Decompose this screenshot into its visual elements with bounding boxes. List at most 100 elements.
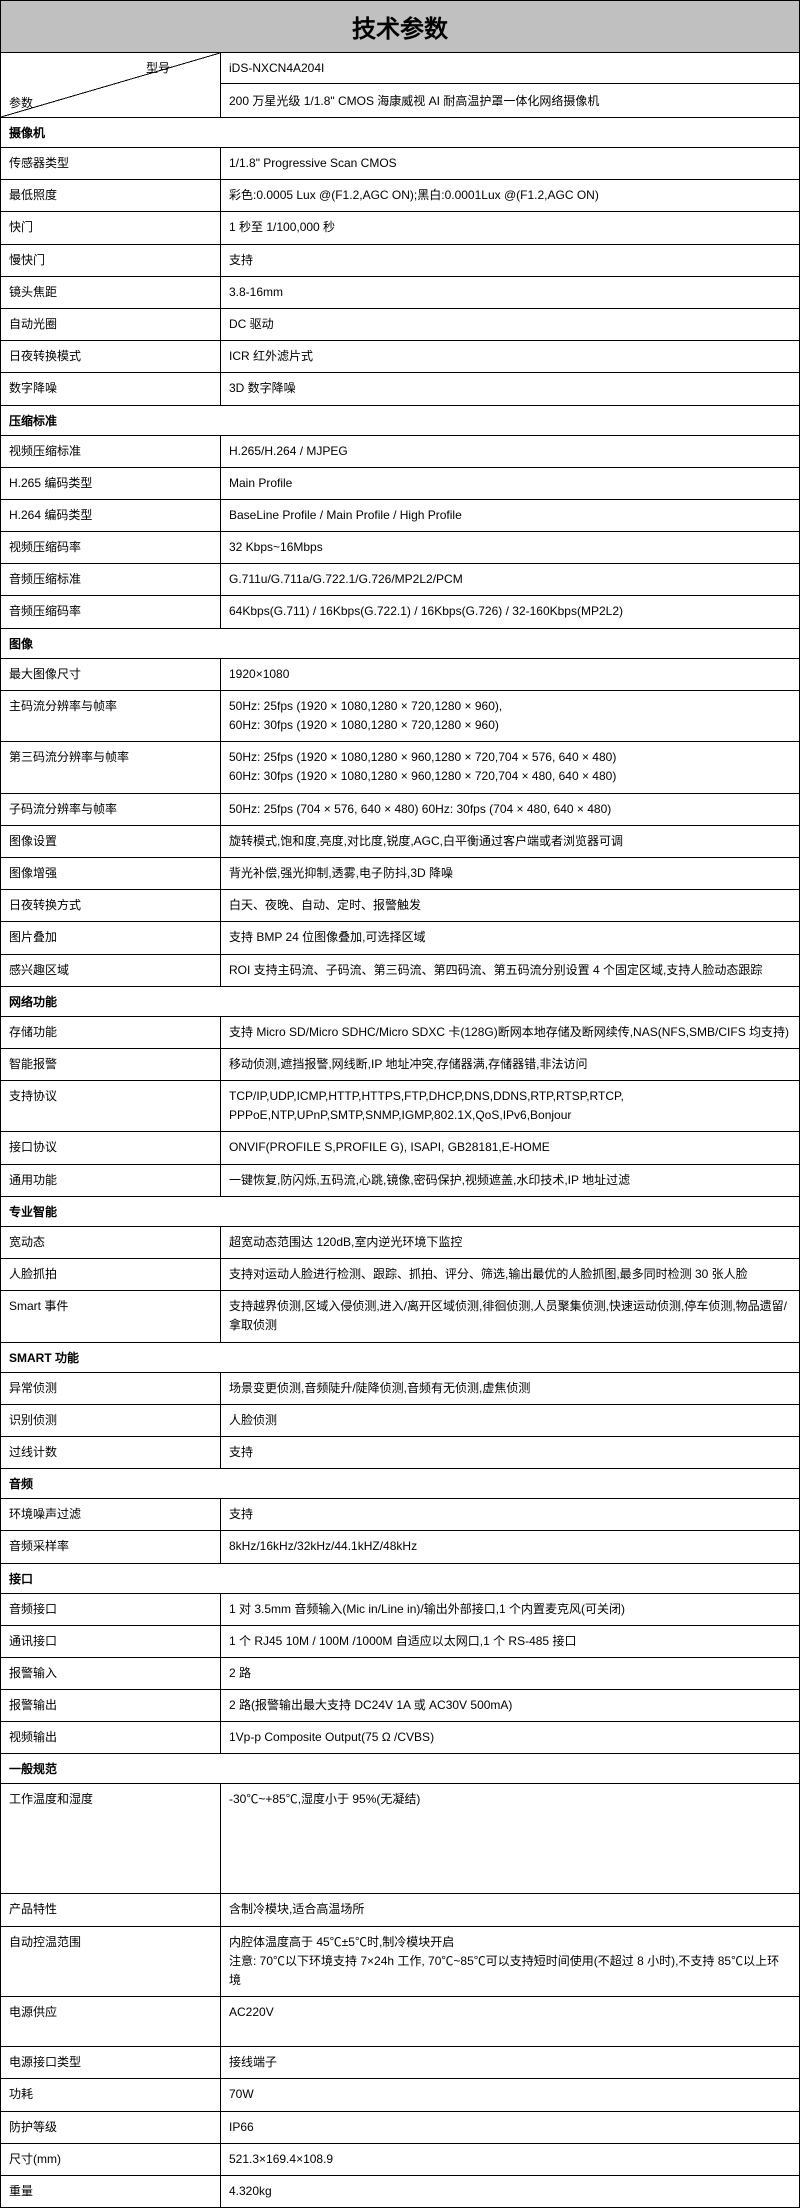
table-row: 日夜转换方式白天、夜晚、自动、定时、报警触发 [1, 890, 800, 922]
table-row: 工作温度和湿度-30℃~+85℃,湿度小于 95%(无凝结) [1, 1784, 800, 1894]
table-row: 重量4.320kg [1, 2175, 800, 2207]
section-header: 一般规范 [1, 1754, 800, 1784]
section-name: 压缩标准 [1, 405, 800, 435]
param-label: Smart 事件 [1, 1291, 221, 1342]
param-label: 识别侦测 [1, 1404, 221, 1436]
table-row: 自动控温范围内腔体温度高于 45℃±5℃时,制冷模块开启注意: 70℃以下环境支… [1, 1926, 800, 1997]
model-value: iDS-NXCN4A204I [221, 53, 800, 84]
section-name: 一般规范 [1, 1754, 800, 1784]
param-label: 过线计数 [1, 1436, 221, 1468]
param-label: 慢快门 [1, 244, 221, 276]
table-row: 防护等级IP66 [1, 2111, 800, 2143]
param-label: 日夜转换方式 [1, 890, 221, 922]
param-value: 白天、夜晚、自动、定时、报警触发 [221, 890, 800, 922]
param-value: 支持 BMP 24 位图像叠加,可选择区域 [221, 922, 800, 954]
param-value: 521.3×169.4×108.9 [221, 2143, 800, 2175]
table-row: 图像设置旋转模式,饱和度,亮度,对比度,锐度,AGC,白平衡通过客户端或者浏览器… [1, 825, 800, 857]
desc-value: 200 万星光级 1/1.8" CMOS 海康威视 AI 耐高温护罩一体化网络摄… [221, 84, 800, 118]
param-value: 背光补偿,强光抑制,透雾,电子防抖,3D 降噪 [221, 857, 800, 889]
param-label: 视频压缩标准 [1, 435, 221, 467]
param-value: 1/1.8" Progressive Scan CMOS [221, 148, 800, 180]
param-label: 视频压缩码率 [1, 532, 221, 564]
param-value: 32 Kbps~16Mbps [221, 532, 800, 564]
table-row: 音频压缩码率64Kbps(G.711) / 16Kbps(G.722.1) / … [1, 596, 800, 628]
param-label: 第三码流分辨率与帧率 [1, 742, 221, 793]
param-value: 接线端子 [221, 2047, 800, 2079]
section-header: 摄像机 [1, 118, 800, 148]
param-value: 8kHz/16kHz/32kHz/44.1kHZ/48kHz [221, 1531, 800, 1563]
table-row: 人脸抓拍支持对运动人脸进行检测、跟踪、抓拍、评分、筛选,输出最优的人脸抓图,最多… [1, 1259, 800, 1291]
param-value: 3D 数字降噪 [221, 373, 800, 405]
param-value: G.711u/G.711a/G.722.1/G.726/MP2L2/PCM [221, 564, 800, 596]
param-label: 支持协议 [1, 1081, 221, 1132]
table-row: 传感器类型1/1.8" Progressive Scan CMOS [1, 148, 800, 180]
table-row: 自动光圈DC 驱动 [1, 308, 800, 340]
param-value: 2 路 [221, 1657, 800, 1689]
table-row: 图片叠加支持 BMP 24 位图像叠加,可选择区域 [1, 922, 800, 954]
param-label: 音频压缩标准 [1, 564, 221, 596]
param-label: H.265 编码类型 [1, 467, 221, 499]
param-label: 传感器类型 [1, 148, 221, 180]
table-row: 感兴趣区域ROI 支持主码流、子码流、第三码流、第四码流、第五码流分别设置 4 … [1, 954, 800, 986]
param-label: 最大图像尺寸 [1, 658, 221, 690]
param-value: AC220V [221, 1997, 800, 2047]
param-value: IP66 [221, 2111, 800, 2143]
param-value: 1 个 RJ45 10M / 100M /1000M 自适应以太网口,1 个 R… [221, 1625, 800, 1657]
param-label: 电源接口类型 [1, 2047, 221, 2079]
table-row: 电源供应AC220V [1, 1997, 800, 2047]
table-row: 存储功能支持 Micro SD/Micro SDHC/Micro SDXC 卡(… [1, 1016, 800, 1048]
table-row: 音频采样率8kHz/16kHz/32kHz/44.1kHZ/48kHz [1, 1531, 800, 1563]
section-header: 图像 [1, 628, 800, 658]
table-row: 慢快门支持 [1, 244, 800, 276]
table-row: 最大图像尺寸1920×1080 [1, 658, 800, 690]
table-row: 主码流分辨率与帧率50Hz: 25fps (1920 × 1080,1280 ×… [1, 690, 800, 741]
table-row: 子码流分辨率与帧率50Hz: 25fps (704 × 576, 640 × 4… [1, 793, 800, 825]
param-label: 异常侦测 [1, 1372, 221, 1404]
param-value: 4.320kg [221, 2175, 800, 2207]
param-label: 工作温度和湿度 [1, 1784, 221, 1894]
table-row: 产品特性含制冷模块,适合高温场所 [1, 1894, 800, 1926]
table-row: H.264 编码类型BaseLine Profile / Main Profil… [1, 499, 800, 531]
table-row: H.265 编码类型Main Profile [1, 467, 800, 499]
param-label: 图像设置 [1, 825, 221, 857]
header-row-1: 型号 参数 iDS-NXCN4A204I [1, 53, 800, 84]
table-row: 快门1 秒至 1/100,000 秒 [1, 212, 800, 244]
param-value: 3.8-16mm [221, 276, 800, 308]
table-row: 通讯接口1 个 RJ45 10M / 100M /1000M 自适应以太网口,1… [1, 1625, 800, 1657]
param-value: 1Vp-p Composite Output(75 Ω /CVBS) [221, 1722, 800, 1754]
title-row: 技术参数 [1, 1, 800, 53]
table-row: 通用功能一键恢复,防闪烁,五码流,心跳,镜像,密码保护,视频遮盖,水印技术,IP… [1, 1164, 800, 1196]
param-value: 场景变更侦测,音频陡升/陡降侦测,音频有无侦测,虚焦侦测 [221, 1372, 800, 1404]
param-value: 支持 [221, 244, 800, 276]
table-row: 最低照度彩色:0.0005 Lux @(F1.2,AGC ON);黑白:0.00… [1, 180, 800, 212]
param-label: 接口协议 [1, 1132, 221, 1164]
param-label: 日夜转换模式 [1, 341, 221, 373]
param-label: 视频输出 [1, 1722, 221, 1754]
param-value: H.265/H.264 / MJPEG [221, 435, 800, 467]
param-value: -30℃~+85℃,湿度小于 95%(无凝结) [221, 1784, 800, 1894]
param-label: 通讯接口 [1, 1625, 221, 1657]
spec-table: 技术参数 型号 参数 iDS-NXCN4A204I 200 万星光级 1/1.8… [0, 0, 800, 2208]
table-row: 异常侦测场景变更侦测,音频陡升/陡降侦测,音频有无侦测,虚焦侦测 [1, 1372, 800, 1404]
table-row: 电源接口类型接线端子 [1, 2047, 800, 2079]
param-label: 数字降噪 [1, 373, 221, 405]
header-diagonal-cell: 型号 参数 [1, 53, 221, 118]
param-value: 移动侦测,遮挡报警,网线断,IP 地址冲突,存储器满,存储器错,非法访问 [221, 1048, 800, 1080]
param-label: 自动控温范围 [1, 1926, 221, 1997]
param-label: 尺寸(mm) [1, 2143, 221, 2175]
section-header: 压缩标准 [1, 405, 800, 435]
table-row: 视频压缩码率32 Kbps~16Mbps [1, 532, 800, 564]
param-value: 彩色:0.0005 Lux @(F1.2,AGC ON);黑白:0.0001Lu… [221, 180, 800, 212]
param-label: 参数 [9, 94, 33, 111]
param-value: 50Hz: 25fps (1920 × 1080,1280 × 960,1280… [221, 742, 800, 793]
section-name: 专业智能 [1, 1196, 800, 1226]
param-label: 功耗 [1, 2079, 221, 2111]
table-row: 接口协议ONVIF(PROFILE S,PROFILE G), ISAPI, G… [1, 1132, 800, 1164]
section-name: 网络功能 [1, 986, 800, 1016]
table-row: 智能报警移动侦测,遮挡报警,网线断,IP 地址冲突,存储器满,存储器错,非法访问 [1, 1048, 800, 1080]
param-value: 支持越界侦测,区域入侵侦测,进入/离开区域侦测,徘徊侦测,人员聚集侦测,快速运动… [221, 1291, 800, 1342]
param-value: 64Kbps(G.711) / 16Kbps(G.722.1) / 16Kbps… [221, 596, 800, 628]
model-label: 型号 [146, 59, 170, 76]
param-label: 子码流分辨率与帧率 [1, 793, 221, 825]
table-row: 报警输出2 路(报警输出最大支持 DC24V 1A 或 AC30V 500mA) [1, 1690, 800, 1722]
